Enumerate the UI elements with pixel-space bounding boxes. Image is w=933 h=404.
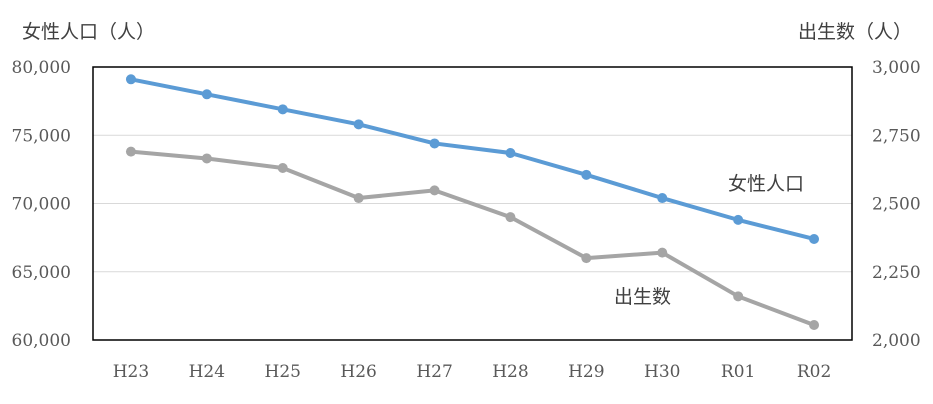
data-point [201,89,212,100]
data-point [353,119,364,130]
left-axis-ticks: 60,000 65,000 70,000 75,000 80,000 [12,58,71,351]
series-label-births: 出生数 [614,286,671,308]
left-tick-label: 75,000 [12,126,71,146]
x-tick-label: R01 [721,362,755,382]
x-tick-label: R02 [797,362,831,382]
left-tick-label: 70,000 [12,195,71,215]
data-point [125,146,136,157]
data-point [353,193,364,204]
left-axis-title: 女性人口（人） [22,21,155,43]
right-tick-label: 2,750 [872,126,921,146]
data-point [125,74,136,85]
series-line-births [128,149,817,327]
left-tick-label: 60,000 [12,331,71,351]
data-point [201,153,212,164]
data-point [429,138,440,149]
data-point [733,291,744,302]
x-tick-label: H29 [568,362,604,382]
data-point [657,247,668,258]
x-tick-label: H24 [189,362,225,382]
x-axis-ticks: H23 H24 H25 H26 H27 H28 H29 H30 R01 R02 [113,362,832,382]
x-tick-label: H26 [340,362,376,382]
series-line-female-population [128,77,817,241]
data-point [657,193,668,204]
series-label-female-population: 女性人口 [728,173,804,195]
plot-area-frame [92,66,853,341]
data-point [809,319,820,330]
x-tick-label: H25 [265,362,301,382]
right-tick-label: 2,500 [872,195,921,215]
left-tick-label: 80,000 [12,58,71,78]
series-layer [125,74,820,330]
data-point [505,212,516,223]
data-point [505,147,516,158]
data-point [581,253,592,264]
data-point [733,214,744,225]
x-tick-label: H30 [644,362,680,382]
data-point [429,185,440,196]
x-tick-label: H28 [492,362,528,382]
x-tick-label: H27 [416,362,452,382]
right-tick-label: 3,000 [872,58,921,78]
x-tick-label: H23 [113,362,149,382]
right-tick-label: 2,000 [872,331,921,351]
right-axis-ticks: 2,000 2,250 2,500 2,750 3,000 [872,58,921,351]
right-tick-label: 2,250 [872,263,921,283]
right-axis-title: 出生数（人） [798,21,912,43]
data-point [277,104,288,115]
data-point [277,163,288,174]
left-tick-label: 65,000 [12,263,71,283]
data-point [809,233,820,244]
data-point [581,169,592,180]
